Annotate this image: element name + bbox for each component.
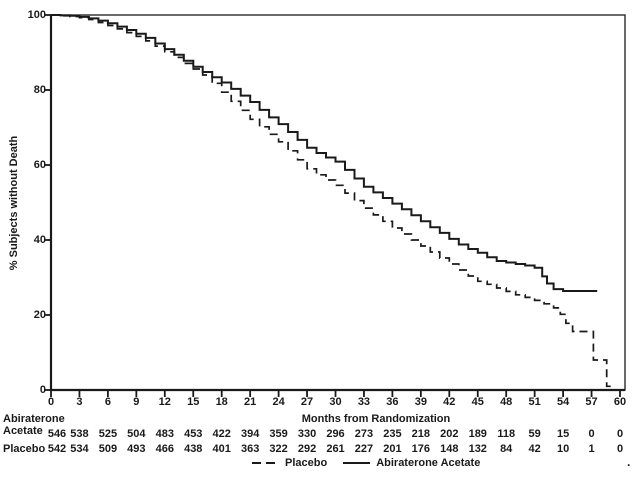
risk-count-placebo-m3: 534: [70, 443, 89, 455]
risk-count-abiraterone-m27: 330: [297, 428, 317, 440]
risk-count-abiraterone-m9: 504: [127, 428, 146, 440]
risk-count-placebo-m18: 401: [212, 443, 231, 455]
x-tick-label-51: 51: [528, 396, 541, 408]
y-tick-label-60: 60: [33, 159, 46, 171]
risk-row-label-placebo: Placebo: [3, 443, 46, 455]
risk-count-placebo-m0: 542: [47, 443, 67, 455]
risk-count-placebo-m30: 261: [326, 443, 345, 455]
x-tick-label-36: 36: [386, 396, 399, 408]
risk-count-placebo-m51: 42: [528, 443, 541, 455]
risk-row-label-abiraterone-line1: Abiraterone: [3, 413, 65, 425]
x-tick-label-54: 54: [556, 396, 570, 408]
legend-label-abiraterone: Abiraterone Acetate: [376, 457, 481, 469]
risk-count-placebo-m12: 466: [155, 443, 174, 455]
x-tick-label-60: 60: [613, 396, 627, 408]
risk-count-placebo-m54: 10: [556, 443, 570, 455]
risk-count-abiraterone-m24: 359: [269, 428, 288, 440]
legend: Placebo Abiraterone Acetate: [252, 457, 480, 469]
risk-count-placebo-m45: 132: [468, 443, 487, 455]
x-tick-label-18: 18: [215, 396, 228, 408]
risk-count-placebo-m48: 84: [500, 443, 513, 455]
risk-count-abiraterone-m60: 0: [616, 428, 624, 440]
x-tick-label-24: 24: [272, 396, 285, 408]
risk-count-placebo-m60: 0: [616, 443, 624, 455]
plot-frame: [50, 14, 626, 391]
risk-count-placebo-m39: 176: [411, 443, 431, 455]
risk-count-abiraterone-m57: 0: [588, 428, 595, 440]
x-tick-label-21: 21: [244, 396, 257, 408]
x-tick-label-9: 9: [133, 396, 140, 408]
risk-count-placebo-m42: 148: [440, 443, 459, 455]
x-tick-label-57: 57: [585, 396, 598, 408]
x-tick-label-42: 42: [443, 396, 456, 408]
risk-count-abiraterone-m51: 59: [528, 428, 541, 440]
risk-count-abiraterone-m45: 189: [468, 428, 487, 440]
km-curve-placebo: [51, 14, 613, 388]
risk-count-abiraterone-m48: 118: [497, 428, 516, 440]
risk-count-abiraterone-m6: 525: [98, 428, 118, 440]
risk-count-abiraterone-m36: 235: [383, 428, 402, 440]
risk-row-label-abiraterone-line2: Acetate: [3, 425, 43, 437]
risk-count-placebo-m9: 493: [127, 443, 146, 455]
y-tick-label-40: 40: [33, 234, 46, 246]
risk-count-abiraterone-m15: 453: [184, 428, 203, 440]
risk-count-abiraterone-m30: 296: [326, 428, 345, 440]
legend-label-placebo: Placebo: [285, 457, 328, 469]
corner-artifact-mark: .: [627, 455, 631, 469]
x-tick-label-33: 33: [357, 396, 371, 408]
km-curve-abiraterone-acetate: [51, 14, 598, 292]
risk-count-placebo-m21: 363: [240, 443, 260, 455]
risk-count-placebo-m24: 322: [269, 443, 288, 455]
x-tick-label-12: 12: [158, 396, 171, 408]
y-tick-label-20: 20: [33, 309, 46, 321]
risk-count-abiraterone-m42: 202: [440, 428, 459, 440]
risk-count-abiraterone-m54: 15: [556, 428, 570, 440]
y-tick-label-80: 80: [33, 84, 46, 96]
x-tick-label-39: 39: [414, 396, 427, 408]
abiraterone-solid-line-sample: [343, 462, 371, 464]
x-tick-label-45: 45: [471, 396, 484, 408]
x-tick-label-30: 30: [329, 396, 342, 408]
risk-count-abiraterone-m3: 538: [70, 428, 89, 440]
risk-count-placebo-m6: 509: [98, 443, 118, 455]
risk-count-abiraterone-m33: 273: [354, 428, 374, 440]
risk-count-abiraterone-m0: 546: [47, 428, 67, 440]
x-axis-title: Months from Randomization: [301, 413, 451, 425]
risk-count-placebo-m33: 227: [354, 443, 374, 455]
risk-count-abiraterone-m39: 218: [411, 428, 431, 440]
placebo-dashed-line-sample: [252, 462, 279, 464]
x-tick-label-27: 27: [300, 396, 314, 408]
x-tick-label-15: 15: [187, 396, 200, 408]
risk-count-placebo-m36: 201: [383, 443, 402, 455]
risk-count-abiraterone-m18: 422: [212, 428, 231, 440]
risk-count-abiraterone-m12: 483: [155, 428, 174, 440]
x-tick-label-3: 3: [76, 396, 83, 408]
risk-count-placebo-m57: 1: [588, 443, 595, 455]
x-tick-label-6: 6: [104, 396, 111, 408]
y-tick-label-0: 0: [39, 384, 46, 396]
risk-count-placebo-m27: 292: [297, 443, 317, 455]
y-tick-label-100: 100: [27, 9, 46, 21]
risk-count-abiraterone-m21: 394: [240, 428, 260, 440]
x-tick-label-0: 0: [47, 396, 55, 408]
x-tick-label-48: 48: [500, 396, 513, 408]
risk-count-placebo-m15: 438: [184, 443, 203, 455]
